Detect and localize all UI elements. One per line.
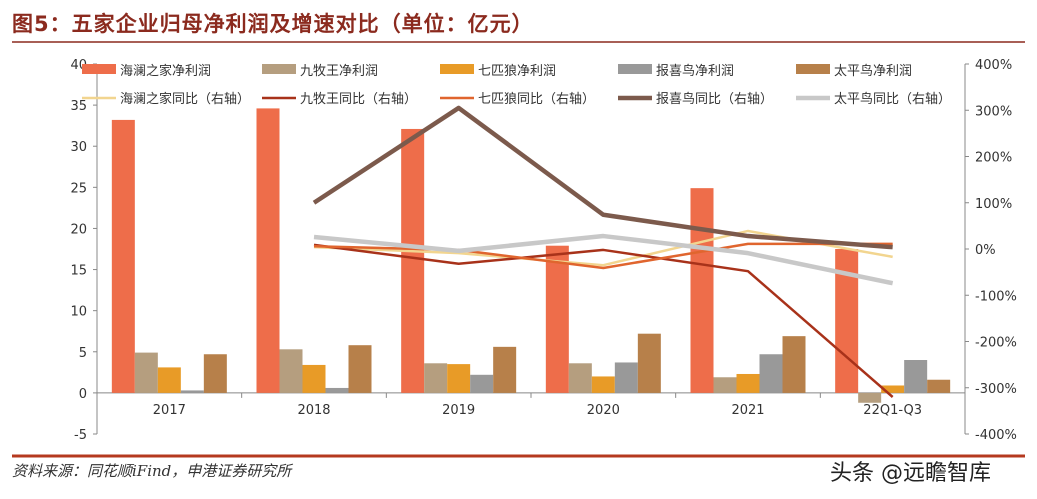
left-tick-label: 0 [79,387,87,402]
right-tick-label: 200% [975,151,1012,166]
legend-label: 七匹狼同比（右轴） [478,92,595,107]
bar-1 [256,108,280,393]
legend-swatch [796,64,830,74]
bar-1 [401,128,425,393]
left-tick-label: 30 [70,140,87,155]
bar-5 [203,354,227,393]
legend-label: 太平鸟净利润 [834,63,912,79]
bar-3 [591,376,615,393]
legend-swatch [82,64,116,74]
bar-3 [157,367,181,393]
bar-2 [279,349,303,393]
right-tick-label: -400% [975,428,1017,443]
legend-swatch [262,64,296,74]
legend-label: 七匹狼净利润 [478,64,556,79]
bar-3 [881,385,905,393]
line-series-2 [313,243,894,398]
left-tick-label: -5 [74,428,87,443]
bar-2 [713,377,737,393]
legend-label: 海澜之家同比（右轴） [120,91,250,107]
bar-1 [835,249,859,393]
category-label: 2018 [297,403,330,418]
chart-title: 图5：五家企业归母净利润及增速对比（单位：亿元） [12,12,534,36]
legend-swatch [440,64,474,74]
bar-2 [424,363,448,393]
left-tick-label: 35 [70,99,87,114]
bar-5 [637,333,661,393]
bar-4 [614,362,638,393]
category-label: 2019 [442,403,475,418]
bar-2 [568,363,592,393]
line-series-3 [313,242,893,270]
watermark: 头条 @远瞻智库 [830,461,991,486]
category-label: 2020 [587,403,620,418]
bar-1 [111,119,135,393]
right-tick-label: -100% [975,289,1017,304]
bar-5 [493,346,517,393]
line-series-4 [312,105,893,250]
bar-4 [470,374,494,393]
legend-label: 九牧王净利润 [300,64,378,79]
category-label: 2021 [731,403,764,418]
right-tick-label: 300% [975,104,1012,119]
legend-label: 海澜之家净利润 [120,63,211,79]
bar-2 [858,392,882,403]
bar-4 [325,387,349,393]
bar-5 [782,336,806,393]
legend-label: 报喜鸟同比（右轴） [656,91,773,107]
left-tick-label: 20 [70,222,87,237]
left-tick-label: 25 [70,181,87,196]
bar-4 [759,354,783,393]
legend-label: 九牧王同比（右轴） [300,92,417,107]
bar-3 [302,364,326,393]
legend-swatch [618,64,652,74]
category-label: 22Q1-Q3 [863,403,922,418]
right-tick-label: -300% [975,382,1017,397]
line-series-5 [313,233,894,286]
bar-3 [447,364,471,393]
legend-label: 报喜鸟净利润 [656,63,734,79]
right-tick-label: 100% [975,197,1012,212]
left-tick-label: 15 [70,264,87,279]
legend-label: 太平鸟同比（右轴） [834,91,951,107]
bar-5 [927,379,951,393]
category-label: 2017 [153,403,186,418]
source-note: 资料来源：同花顺iFind，申港证券研究所 [12,462,292,480]
bar-2 [134,352,158,393]
left-tick-label: 5 [79,346,87,361]
bar-1 [690,188,714,393]
bar-4 [904,360,928,393]
right-tick-label: -200% [975,336,1017,351]
right-tick-label: 400% [975,58,1012,73]
bar-4 [180,390,204,393]
left-tick-label: 10 [70,305,87,320]
right-tick-label: 0% [975,243,996,258]
bar-5 [348,345,372,393]
bar-3 [736,373,760,393]
bar-1 [545,245,569,393]
